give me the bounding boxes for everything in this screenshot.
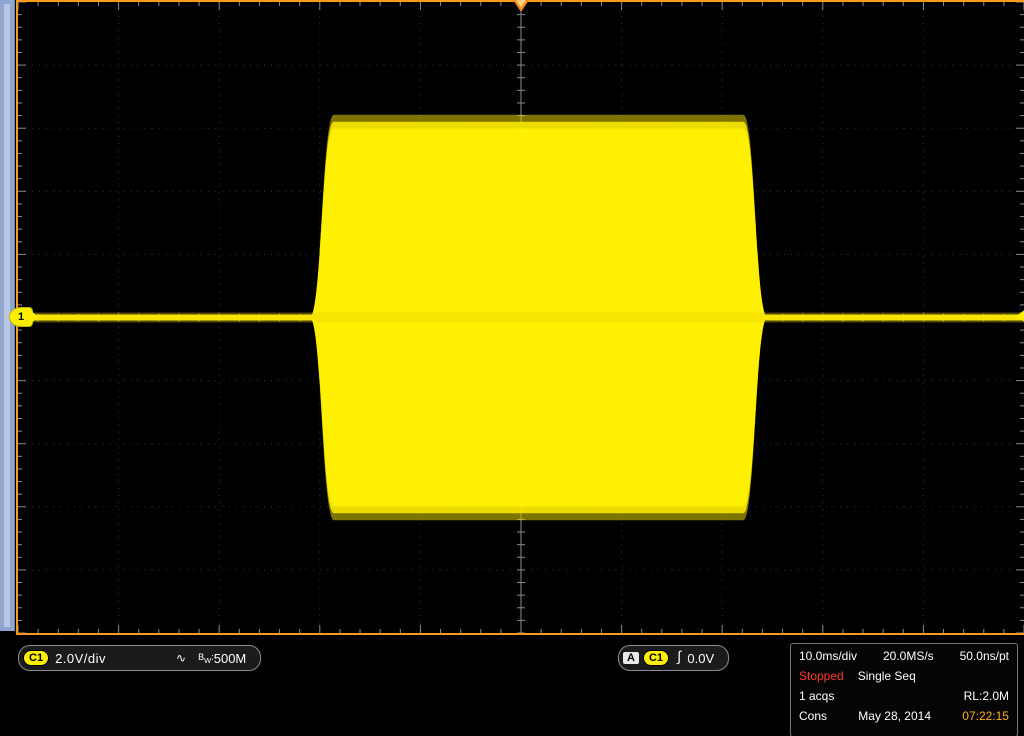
trigger-level-value: 0.0V [687, 651, 714, 666]
sample-interval: 50.0ns/pt [960, 646, 1009, 666]
channel-scale-value: 2.0V/div [55, 651, 106, 666]
trigger-readout[interactable]: A C1 ∫ 0.0V [618, 645, 729, 671]
channel-marker-arrow-icon [31, 311, 39, 323]
run-state: Stopped [799, 666, 844, 686]
footer-time: 07:22:15 [962, 706, 1009, 726]
bandwidth-label-icon: BW: [198, 652, 214, 665]
channel-scale-pill[interactable]: C1 2.0V/div ∿ BW:500M [18, 645, 261, 671]
channel-1-ground-marker[interactable]: 1 [9, 307, 33, 327]
footer-date: May 28, 2014 [858, 706, 931, 726]
trigger-position-marker-icon [513, 0, 529, 12]
sample-rate: 20.0MS/s [883, 646, 934, 666]
channel-readout[interactable]: C1 2.0V/div ∿ BW:500M [18, 645, 261, 671]
bandwidth-value: 500M [214, 651, 247, 666]
acquisition-info-panel[interactable]: 10.0ms/div 20.0MS/s 50.0ns/pt Stopped Si… [790, 643, 1018, 736]
oscilloscope-screenshot: 1 C1 2.0V/div ∿ BW:500M A C1 ∫ 0.0V [0, 0, 1024, 736]
record-length: RL:2.0M [964, 686, 1009, 706]
acquisition-count: 1 acqs [799, 686, 834, 706]
acquisition-mode: Single Seq [844, 666, 1009, 686]
footer-mode: Cons [799, 706, 827, 726]
acq-row: 1 acqs RL:2.0M [799, 686, 1009, 706]
trigger-level-marker-icon [1016, 309, 1024, 323]
footer-row: Cons May 28, 2014 07:22:15 [799, 706, 1009, 726]
timebase-scale: 10.0ms/div [799, 646, 857, 666]
trigger-pill[interactable]: A C1 ∫ 0.0V [618, 645, 729, 671]
trigger-edge-icon: ∫ [675, 650, 683, 666]
trigger-source-channel: C1 [643, 650, 669, 666]
graticule-svg [18, 2, 1024, 633]
coupling-icon: ∿ [176, 651, 186, 665]
status-row: Stopped Single Seq [799, 666, 1009, 686]
readout-bar: C1 2.0V/div ∿ BW:500M A C1 ∫ 0.0V 10.0ms… [16, 637, 1022, 734]
trigger-source-box: A [623, 652, 639, 664]
channel-badge: C1 [23, 650, 49, 666]
waveform-display[interactable]: 1 [16, 0, 1024, 635]
timebase-row: 10.0ms/div 20.0MS/s 50.0ns/pt [799, 646, 1009, 666]
channel-marker-label: 1 [18, 311, 24, 323]
